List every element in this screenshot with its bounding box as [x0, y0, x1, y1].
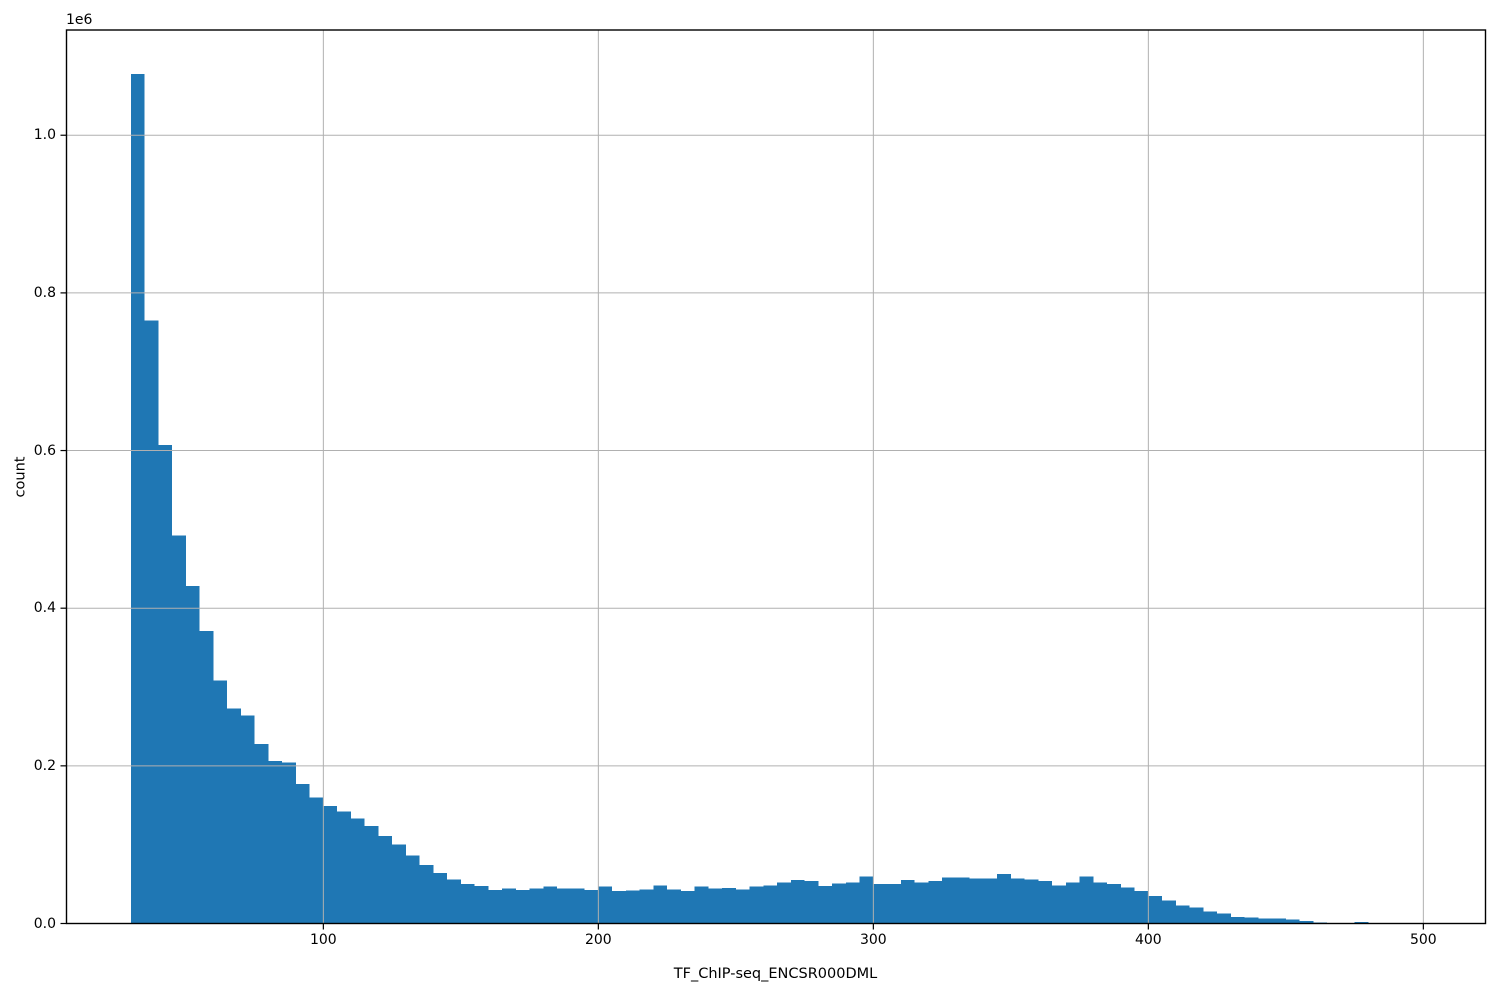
y-axis-offset-text: 1e6 [66, 12, 93, 28]
plot-border [65, 29, 1487, 925]
x-tick-label: 500 [1409, 932, 1437, 948]
histogram-bars [130, 73, 1369, 924]
y-tick-label: 0.2 [33, 757, 56, 774]
x-tick-label: 200 [584, 932, 612, 948]
y-tick-label: 0.4 [33, 600, 56, 617]
x-tick-label: 100 [309, 932, 337, 948]
y-tick-label: 0.6 [33, 442, 56, 459]
y-tick-label: 1.0 [33, 127, 56, 144]
y-tick-label: 0.0 [33, 915, 56, 932]
x-tick-label: 300 [859, 932, 887, 948]
x-axis-label: TF_ChIP-seq_ENCSR000DML [673, 966, 878, 982]
y-tick-label: 0.8 [33, 284, 56, 301]
y-axis-label: count [12, 456, 29, 498]
x-tick-label: 400 [1134, 932, 1162, 948]
